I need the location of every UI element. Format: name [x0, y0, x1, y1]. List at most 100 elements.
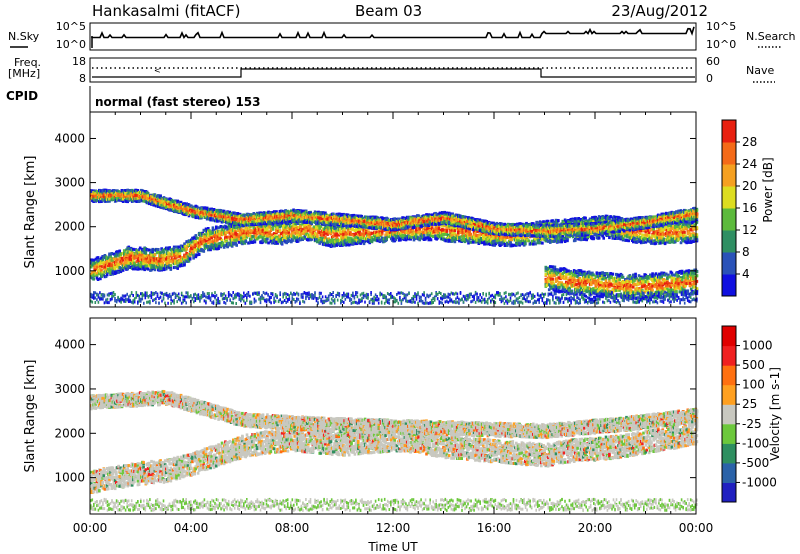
- data-cell: [161, 248, 165, 252]
- data-cell: [116, 250, 119, 254]
- data-cell: [376, 239, 379, 243]
- data-cell: [401, 230, 404, 234]
- data-cell: [133, 261, 136, 265]
- data-cell: [195, 253, 199, 257]
- data-cell: [316, 233, 319, 237]
- freq-tick-bottom: 8: [79, 72, 86, 85]
- data-cell: [93, 270, 96, 273]
- data-cell: [117, 262, 120, 266]
- data-cell: [169, 254, 173, 258]
- data-cell: [492, 239, 495, 243]
- data-cell: [512, 243, 516, 247]
- data-cell: [159, 257, 162, 260]
- data-cell: [633, 236, 636, 240]
- data-cell: [372, 238, 376, 242]
- data-cell: [125, 248, 128, 252]
- data-cell: [185, 252, 188, 255]
- data-cell: [685, 241, 688, 245]
- data-cell: [421, 227, 425, 231]
- data-cell: [113, 265, 117, 269]
- data-cell: [113, 267, 117, 271]
- data-cell: [677, 237, 680, 241]
- station-title: Hankasalmi (fitACF): [92, 2, 240, 20]
- data-cell: [119, 252, 123, 256]
- data-cell: [128, 257, 132, 261]
- data-cell: [235, 232, 238, 236]
- data-cell: [354, 232, 358, 236]
- data-cell: [112, 257, 116, 261]
- data-cell: [185, 247, 188, 251]
- freq-glitch-mark: <: [154, 66, 161, 75]
- data-cell: [215, 226, 218, 230]
- data-cell: [102, 260, 106, 264]
- data-cell: [142, 264, 145, 268]
- data-cell: [641, 233, 644, 237]
- data-cell: [557, 219, 560, 223]
- data-cell: [193, 248, 196, 252]
- data-cell: [280, 241, 284, 245]
- data-cell: [683, 230, 686, 234]
- data-cell: [197, 253, 201, 256]
- data-cell: [192, 251, 195, 255]
- data-cell: [158, 259, 161, 263]
- data-cell: [410, 235, 413, 239]
- data-cell: [172, 253, 176, 257]
- data-cell: [168, 246, 171, 250]
- data-cell: [162, 256, 166, 260]
- data-cell: [118, 249, 121, 253]
- data-cell: [592, 237, 595, 240]
- data-cell: [549, 238, 552, 242]
- data-cell: [237, 237, 241, 241]
- data-cell: [351, 228, 354, 232]
- data-cell: [182, 247, 185, 251]
- data-cell: [183, 260, 186, 264]
- data-cell: [225, 235, 228, 239]
- nave-tick-top: 60: [706, 55, 720, 68]
- data-cell: [180, 256, 184, 260]
- data-cell: [205, 237, 209, 241]
- data-cell: [541, 241, 544, 245]
- data-cell: [368, 235, 371, 239]
- data-cell: [178, 248, 182, 252]
- cpid-label: CPID: [6, 89, 38, 103]
- data-cell: [196, 243, 200, 247]
- data-cell: [133, 263, 136, 267]
- data-cell: [178, 254, 182, 258]
- data-cell: [101, 258, 104, 262]
- data-cell: [121, 258, 125, 262]
- data-cell: [99, 266, 102, 270]
- data-cell: [326, 241, 329, 245]
- nave-label: Nave: [746, 64, 774, 77]
- data-cell: [117, 270, 120, 274]
- data-cell: [95, 263, 99, 267]
- data-cell: [110, 252, 114, 255]
- data-cell: [137, 267, 141, 271]
- data-cell: [192, 256, 195, 260]
- data-cell: [237, 240, 241, 244]
- data-cell: [193, 246, 196, 250]
- data-cell: [151, 266, 154, 269]
- data-cell: [124, 259, 127, 263]
- data-cell: [250, 229, 253, 233]
- data-cell: [503, 242, 507, 246]
- data-cell: [144, 251, 148, 255]
- data-cell: [176, 264, 179, 268]
- data-cell: [187, 259, 191, 263]
- data-cell: [149, 262, 152, 266]
- data-cell: [669, 227, 673, 230]
- data-cell: [434, 234, 437, 238]
- data-cell: [154, 260, 158, 264]
- cpid-row: CPID normal (fast stereo) 153: [6, 86, 261, 112]
- data-cell: [271, 227, 275, 231]
- data-cell: [142, 262, 145, 266]
- data-cell: [332, 235, 335, 238]
- nsearch-tick-bottom: 10^0: [706, 38, 736, 51]
- data-cell: [169, 267, 173, 271]
- data-cell: [658, 236, 661, 240]
- data-cell: [458, 239, 461, 243]
- data-cell: [378, 238, 382, 242]
- data-cell: [147, 248, 151, 252]
- data-cell: [338, 227, 342, 231]
- freq-tick-top: 18: [72, 55, 86, 68]
- data-cell: [209, 240, 212, 244]
